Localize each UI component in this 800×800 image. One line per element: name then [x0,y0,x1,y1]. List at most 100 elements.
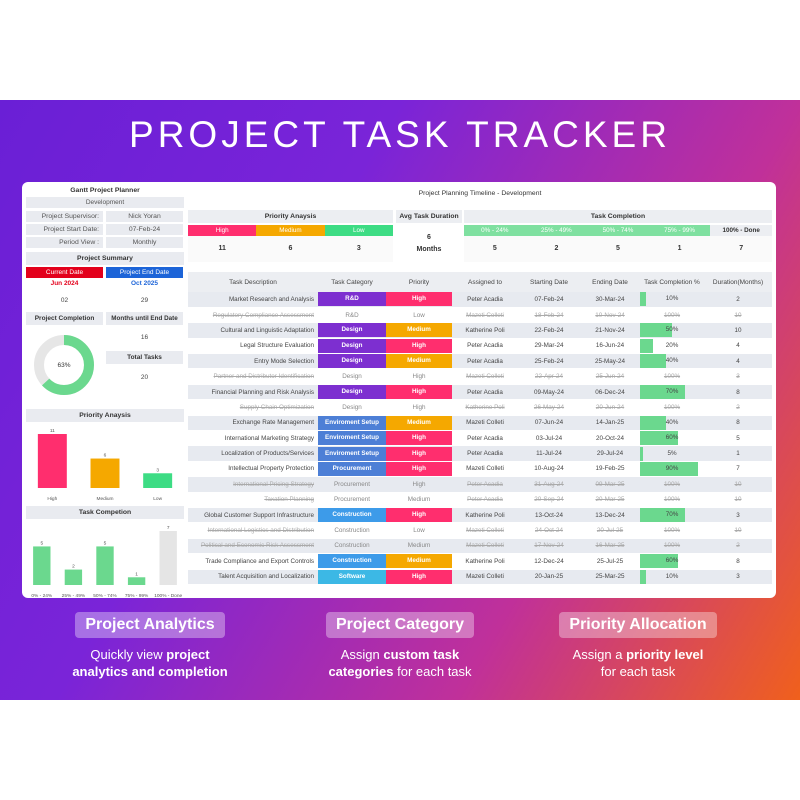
bar-value: 5 [104,540,107,546]
bar-label: Low [153,496,162,502]
column-header[interactable]: Ending Date [580,272,640,292]
table-cell: Peter Acadia [452,492,518,508]
table-cell: 20-Mar-25 [580,492,640,508]
table-cell: Peter Acadia [452,338,518,355]
column-header[interactable]: Task Completion % [640,272,704,292]
table-cell: 4 [704,353,772,370]
table-row[interactable]: Market Research and Analysis R&D High Peter… [188,292,772,308]
bar-label: 100% - Done [154,593,182,598]
table-row[interactable]: Talent Acquisition and Localization Softw… [188,569,772,585]
table-cell: 18-Feb-24 [518,307,580,324]
project-field-row: Period View : Monthly [26,236,184,249]
table-row[interactable]: Localization of Products/Services Envirom… [188,445,772,462]
completion-text: 70% [665,388,679,396]
completion-text: 40% [665,357,679,365]
table-row[interactable]: Partner and Distributor Identification De… [188,368,772,385]
table-row[interactable]: Taxation Planning Procurement Medium Peter … [188,492,772,508]
table-cell: 09-Mar-25 [580,476,640,493]
bar [127,577,146,585]
donut-arc [34,335,94,395]
completion-bar-chart: 5 0% - 24% 2 25% - 49% 5 50% - 74% 1 75% - 99% 7… [31,525,182,598]
category-pill: Software [318,569,386,584]
column-header[interactable]: Task Category [318,272,386,292]
bar-label: High [47,496,57,502]
table-cell: 50% [640,322,704,339]
table-cell: High [386,292,452,308]
table-cell: Construction [318,553,386,570]
table-cell: 10 [704,522,772,539]
table-row[interactable]: Supply Chain Optimization Design High Kathe… [188,399,772,416]
bar [64,569,83,585]
table-cell: 5% [640,445,704,462]
completion-fill [640,569,647,584]
table-cell: 40% [640,415,704,432]
table-cell: Peter Acadia [452,384,518,401]
table-row[interactable]: Intellectual Property Protection Procurem… [188,461,772,478]
field-value: 07-Feb-24 [106,224,183,235]
table-cell: Low [386,522,452,539]
bar-label: 0% - 24% [31,593,53,598]
priority-pill: High [386,292,452,307]
category-pill: Design [318,323,386,338]
completion-bar: 10% [640,569,704,584]
column-header[interactable]: Task Description [188,272,318,292]
table-row[interactable]: Global Customer Support Infrastructure Co… [188,507,772,524]
completion-bar: 40% [640,354,704,368]
field-label: Project Supervisor: [26,211,103,222]
table-cell: 8 [704,415,772,432]
table-row[interactable]: Financial Planning and Risk Analysis Desi… [188,384,772,401]
completion-bar: 90% [640,461,704,476]
banner: PROJECT TASK TRACKER Gantt Project Plann… [0,100,800,700]
priority-pill: Medium [386,554,452,569]
caption-bold-2: analytics and completion [72,664,228,679]
table-row[interactable]: International Logistics and Distribution… [188,522,772,539]
table-cell: 100% [640,538,704,555]
priority-pill: High [386,569,452,584]
summary-box-value: 5 [464,236,526,262]
table-row[interactable]: Cultural and Linguistic Adaptation Design… [188,322,772,339]
column-header[interactable]: Duration(Months) [704,272,772,292]
table-row[interactable]: Entry Mode Selection Design Medium Peter Ac… [188,353,772,370]
table-cell: Procurement [318,476,386,493]
table-row[interactable]: Regulatory Compliance Assessment R&D Low Ma… [188,307,772,324]
completion-donut-chart: 63% [34,335,94,395]
table-cell: 100% [640,399,704,416]
priority-pill: Medium [386,415,452,430]
table-cell: 40% [640,353,704,370]
table-cell: Peter Acadia [452,353,518,370]
table-cell: 13-Oct-24 [518,507,580,524]
table-cell: 20-Oct-24 [580,430,640,447]
summary-box-value: 2 [525,236,588,262]
column-header[interactable]: Assigned to [452,272,518,292]
table-cell: Mazeti Colleti [452,307,518,324]
table-row[interactable]: International Pricing Strategy Procuremen… [188,476,772,493]
priority-pill: Medium [386,323,452,338]
bar [90,458,120,488]
completion-fill [640,508,685,522]
feature-caption: Priority Allocation Assign a priority lev… [518,612,758,680]
column-header[interactable]: Starting Date [518,272,580,292]
table-row[interactable]: Trade Compliance and Export Controls Cons… [188,553,772,570]
table-row[interactable]: International Marketing Strategy Envirome… [188,430,772,447]
summary-box: Low 3 [324,225,393,265]
summary-box-label: 100% - Done [710,225,772,236]
caption-bold-2: categories [328,664,394,679]
table-cell: Procurement [318,461,386,478]
completion-summary: 0% - 24% 5 25% - 49% 2 50% - 74% 5 75% - 99% 1 1… [464,225,772,265]
priority-bar-chart: 11 High 6 Medium 3 Low [37,428,173,502]
table-cell: 26-May-24 [518,399,580,416]
bar-value: 1 [135,571,138,577]
table-row[interactable]: Political and Economic Risk Assessment Co… [188,538,772,555]
table-row[interactable]: Exchange Rate Management Enviroment Setup… [188,415,772,432]
completion-bar: 5% [640,446,704,461]
priority-panel-title: Priority Anaysis [188,210,393,223]
category-pill: Design [318,385,386,399]
table-row[interactable]: Legal Structure Evaluation Design High Pete… [188,338,772,355]
project-fields: Project Supervisor: Nick Yoran Project Sta… [26,210,184,249]
table-cell: 25-Mar-25 [580,569,640,585]
category-pill: Enviroment Setup [318,446,386,461]
completion-fill [640,292,647,307]
table-cell: 5 [704,430,772,447]
column-header[interactable]: Priority [386,272,452,292]
bar-value: 11 [50,428,55,434]
